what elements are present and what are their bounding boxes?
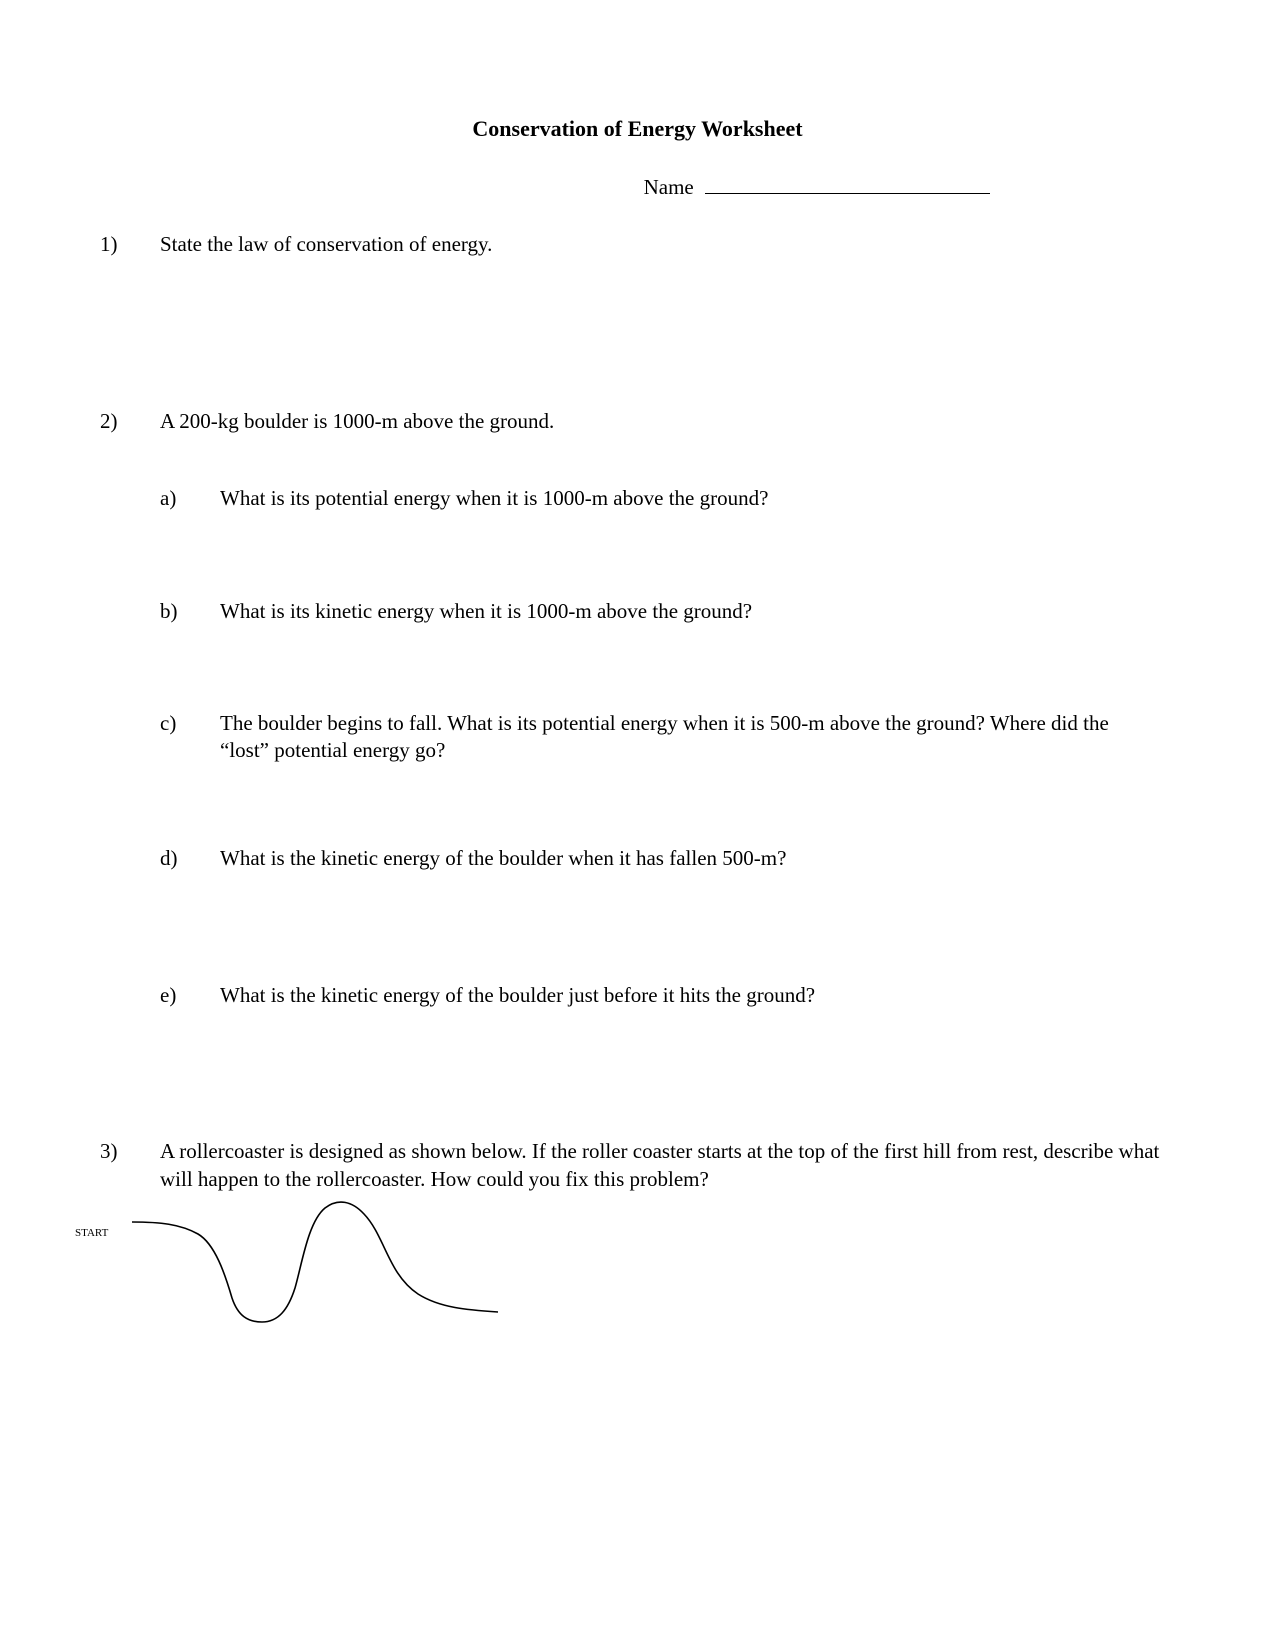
- question-2-indent: [100, 485, 160, 1114]
- name-blank-line: [705, 193, 990, 194]
- rollercoaster-path: [132, 1202, 498, 1322]
- name-label: Name: [644, 175, 694, 199]
- subquestion-2a: a) What is its potential energy when it …: [160, 485, 1175, 512]
- subquestion-2b-text: What is its kinetic energy when it is 10…: [220, 598, 1175, 625]
- subquestion-2e-letter: e): [160, 982, 220, 1009]
- subquestion-2e-text: What is the kinetic energy of the boulde…: [220, 982, 1175, 1009]
- subquestion-2a-letter: a): [160, 485, 220, 512]
- question-3-text: A rollercoaster is designed as shown bel…: [160, 1138, 1175, 1193]
- question-2-text: A 200-kg boulder is 1000-m above the gro…: [160, 408, 1175, 435]
- subquestion-2d-text: What is the kinetic energy of the boulde…: [220, 845, 1175, 872]
- start-label: START: [75, 1226, 108, 1240]
- question-1: 1) State the law of conservation of ener…: [100, 231, 1175, 258]
- question-2-subquestions: a) What is its potential energy when it …: [100, 485, 1175, 1114]
- name-field-row: Name: [100, 174, 1175, 201]
- subquestion-2b-letter: b): [160, 598, 220, 625]
- question-2: 2) A 200-kg boulder is 1000-m above the …: [100, 408, 1175, 435]
- question-1-text: State the law of conservation of energy.: [160, 231, 1175, 258]
- subquestion-2e: e) What is the kinetic energy of the bou…: [160, 982, 1175, 1009]
- subquestion-2c-letter: c): [160, 710, 220, 765]
- question-3: 3) A rollercoaster is designed as shown …: [100, 1138, 1175, 1328]
- worksheet-title: Conservation of Energy Worksheet: [100, 115, 1175, 144]
- subquestion-2d-letter: d): [160, 845, 220, 872]
- subquestion-2b: b) What is its kinetic energy when it is…: [160, 598, 1175, 625]
- question-2-number: 2): [100, 408, 160, 435]
- rollercoaster-diagram-wrap: START: [130, 1198, 1175, 1328]
- subquestion-2c-text: The boulder begins to fall. What is its …: [220, 710, 1175, 765]
- question-1-number: 1): [100, 231, 160, 258]
- subquestion-2c: c) The boulder begins to fall. What is i…: [160, 710, 1175, 765]
- rollercoaster-curve-icon: [130, 1198, 510, 1328]
- subquestion-2a-text: What is its potential energy when it is …: [220, 485, 1175, 512]
- subquestion-2d: d) What is the kinetic energy of the bou…: [160, 845, 1175, 872]
